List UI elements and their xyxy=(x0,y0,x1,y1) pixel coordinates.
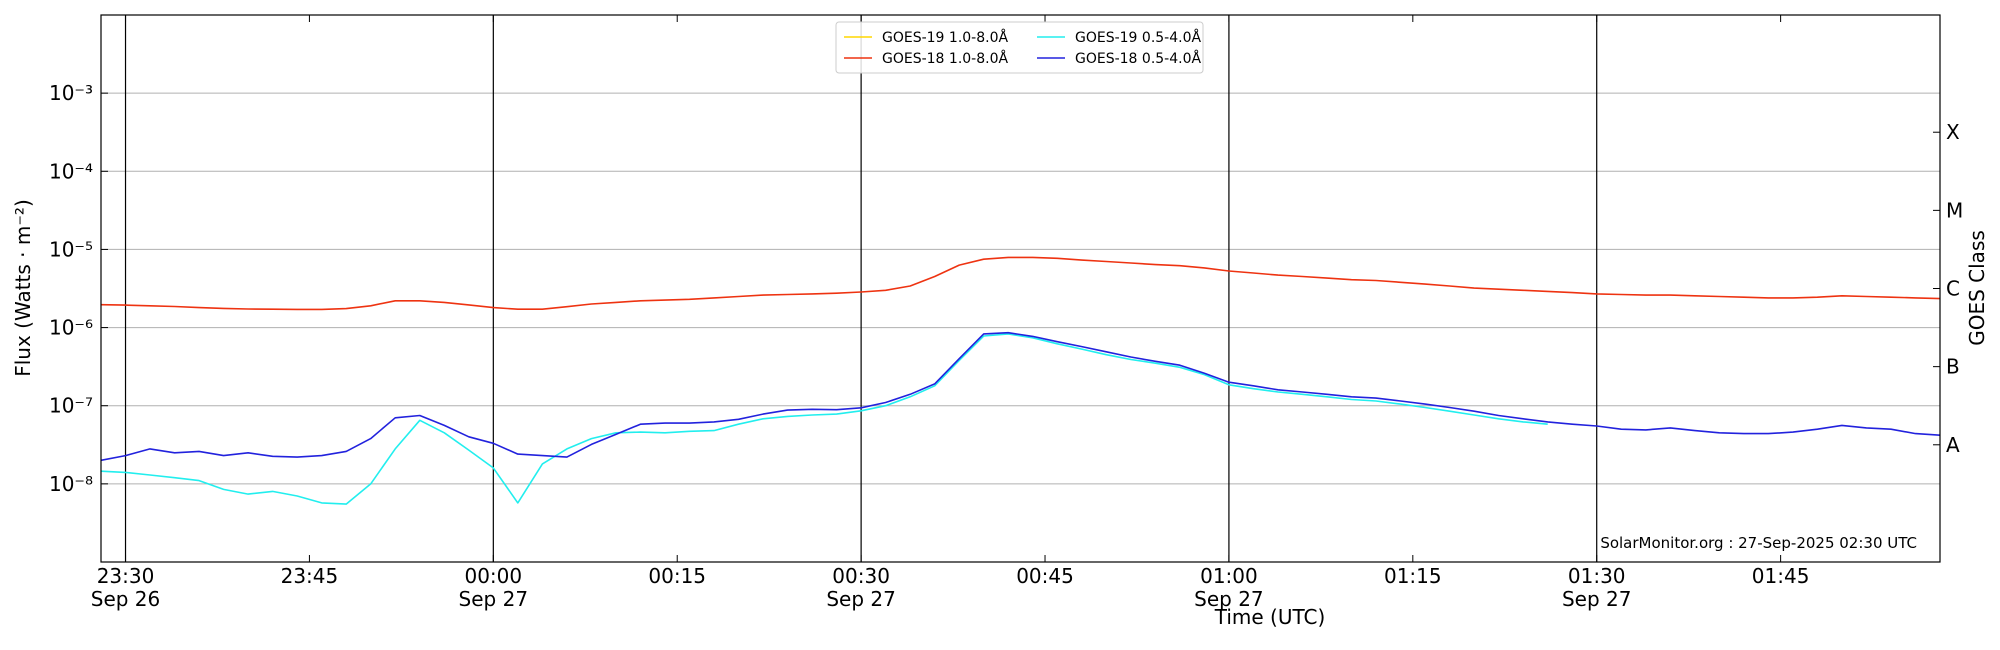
x-tick-label: 01:45 xyxy=(1752,564,1810,588)
legend-box xyxy=(835,21,1204,74)
x-axis-label: Time (UTC) xyxy=(1214,605,1326,629)
y-tick-label: 10⁻⁶ xyxy=(49,316,93,340)
y-tick-label: 10⁻⁷ xyxy=(49,394,93,418)
series-line xyxy=(100,333,1548,505)
x-tick-label: 23:30 Sep 26 xyxy=(91,564,161,611)
x-tick-label: 00:45 xyxy=(1016,564,1074,588)
legend-label: GOES-18 0.5-4.0Å xyxy=(1075,50,1201,67)
y-tick-label: 10⁻³ xyxy=(49,81,93,105)
legend-label: GOES-18 1.0-8.0Å xyxy=(882,50,1008,67)
legend-label: GOES-19 1.0-8.0Å xyxy=(882,29,1008,46)
annotation: SolarMonitor.org : 27-Sep-2025 02:30 UTC xyxy=(1600,534,1917,552)
series-line xyxy=(100,331,1941,462)
x-tick-label: 00:30 Sep 27 xyxy=(826,564,896,611)
legend-label: GOES-19 0.5-4.0Å xyxy=(1075,29,1201,46)
y-tick-label: 10⁻⁴ xyxy=(49,159,93,183)
x-tick-label: 01:00 Sep 27 xyxy=(1194,564,1264,611)
x-tick-label: 23:45 xyxy=(281,564,339,588)
x-tick-label: 01:15 xyxy=(1384,564,1442,588)
y2-tick-label: B xyxy=(1946,355,1960,379)
y2-tick-label: M xyxy=(1946,198,1963,222)
x-tick-label: 01:30 Sep 27 xyxy=(1562,564,1632,611)
plot-frame xyxy=(100,14,1941,563)
x-tick-label: 00:15 xyxy=(648,564,706,588)
y2-axis-label: GOES Class xyxy=(1965,230,1989,346)
y2-tick-label: A xyxy=(1946,433,1960,457)
y-tick-label: 10⁻⁸ xyxy=(49,472,93,496)
y2-tick-label: X xyxy=(1946,120,1960,144)
y-tick-label: 10⁻⁵ xyxy=(49,237,93,261)
series-line xyxy=(100,256,1941,311)
y2-tick-label: C xyxy=(1946,276,1960,300)
x-tick-label: 00:00 Sep 27 xyxy=(459,564,529,611)
y-axis-label: Flux (Watts · m⁻²) xyxy=(11,199,35,377)
